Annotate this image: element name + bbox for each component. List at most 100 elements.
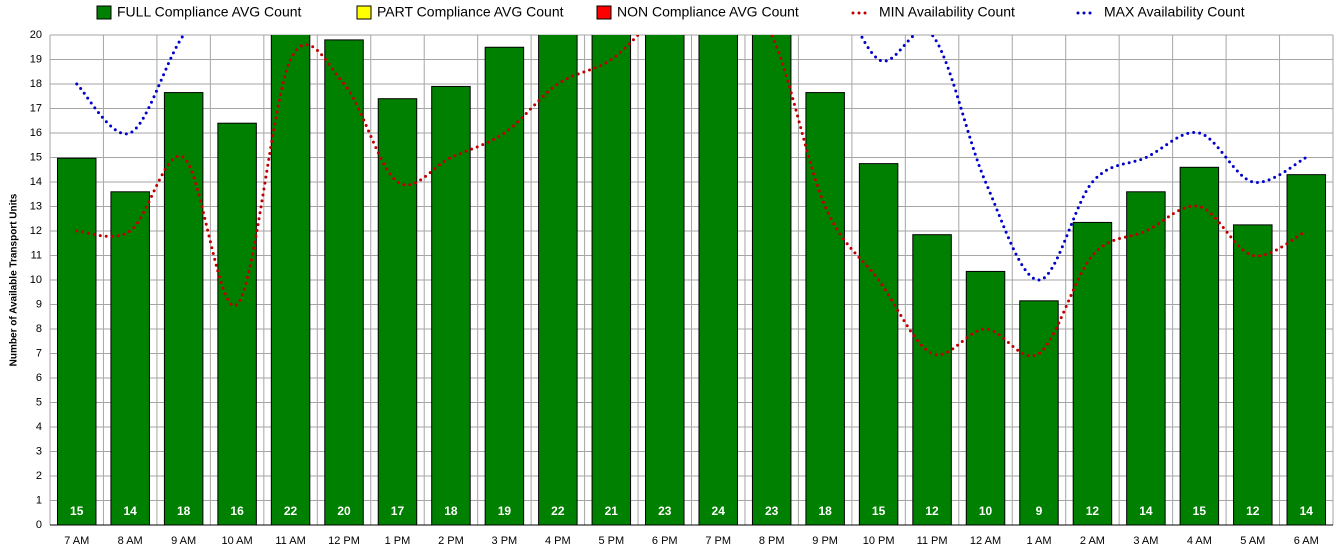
x-tick-label: 1 PM bbox=[385, 535, 411, 547]
x-tick-label: 6 PM bbox=[652, 535, 678, 547]
value-label: 18 bbox=[177, 504, 191, 518]
x-tick-label: 12 AM bbox=[970, 535, 1001, 547]
value-label: 19 bbox=[498, 504, 512, 518]
x-tick-label: 4 PM bbox=[545, 535, 571, 547]
bar bbox=[1179, 166, 1220, 525]
y-tick-label: 8 bbox=[36, 323, 42, 335]
y-axis-title: Number of Available Transport Units bbox=[9, 193, 20, 366]
bar bbox=[698, 35, 738, 525]
bar bbox=[484, 46, 525, 525]
value-label: 20 bbox=[337, 504, 351, 518]
y-tick-label: 12 bbox=[30, 225, 42, 237]
legend-swatch bbox=[596, 5, 612, 20]
y-tick-label: 1 bbox=[36, 494, 42, 506]
legend-item: MAX Availability Count bbox=[1076, 4, 1245, 20]
y-tick-label: 11 bbox=[31, 249, 42, 261]
line-series bbox=[75, 35, 1308, 358]
bar bbox=[324, 39, 364, 525]
bar bbox=[163, 92, 204, 525]
value-label: 15 bbox=[872, 504, 886, 518]
y-tick-label: 19 bbox=[30, 53, 42, 65]
x-tick-label: 7 PM bbox=[705, 535, 731, 547]
value-label: 9 bbox=[1036, 504, 1043, 518]
value-label: 15 bbox=[1193, 504, 1207, 518]
value-label: 18 bbox=[818, 504, 832, 518]
x-tick-label: 3 AM bbox=[1133, 535, 1158, 547]
y-tick-label: 9 bbox=[36, 298, 42, 310]
legend-label: MAX Availability Count bbox=[1104, 4, 1245, 20]
bar bbox=[645, 35, 685, 525]
y-tick-label: 5 bbox=[36, 396, 42, 408]
legend-label: FULL Compliance AVG Count bbox=[117, 4, 302, 20]
y-tick-label: 17 bbox=[30, 102, 42, 114]
y-tick-label: 3 bbox=[36, 445, 42, 457]
y-tick-label: 4 bbox=[36, 421, 42, 433]
x-tick-label: 9 PM bbox=[812, 535, 838, 547]
bar bbox=[858, 163, 899, 525]
x-tick-label: 5 AM bbox=[1240, 535, 1265, 547]
x-tick-label: 9 AM bbox=[171, 535, 196, 547]
y-tick-label: 2 bbox=[36, 470, 42, 482]
legend-item: FULL Compliance AVG Count bbox=[96, 4, 302, 20]
legend-item: MIN Availability Count bbox=[851, 4, 1015, 20]
x-tick-label: 5 PM bbox=[598, 535, 624, 547]
bar bbox=[912, 234, 952, 525]
x-tick-label: 1 AM bbox=[1026, 535, 1051, 547]
bar bbox=[1233, 224, 1273, 525]
legend-label: MIN Availability Count bbox=[879, 4, 1015, 20]
x-tick-label: 10 AM bbox=[222, 535, 253, 547]
bar bbox=[431, 85, 471, 525]
x-tick-label: 8 PM bbox=[759, 535, 785, 547]
bar bbox=[751, 35, 792, 525]
value-label: 16 bbox=[230, 504, 244, 518]
legend-swatch bbox=[356, 5, 372, 20]
y-tick-label: 0 bbox=[36, 519, 42, 531]
x-tick-label: 3 PM bbox=[492, 535, 518, 547]
bar bbox=[56, 157, 97, 525]
value-label: 12 bbox=[1246, 504, 1260, 518]
bar bbox=[1019, 300, 1059, 525]
value-label: 14 bbox=[1300, 504, 1314, 518]
y-tick-label: 6 bbox=[36, 372, 42, 384]
y-tick-label: 10 bbox=[30, 274, 42, 286]
bar bbox=[805, 92, 845, 525]
x-tick-label: 12 PM bbox=[328, 535, 360, 547]
value-label: 12 bbox=[925, 504, 939, 518]
bar bbox=[110, 191, 150, 525]
y-tick-label: 18 bbox=[30, 78, 42, 90]
value-label: 17 bbox=[391, 504, 405, 518]
y-tick-label: 20 bbox=[30, 29, 42, 41]
bar bbox=[270, 35, 311, 525]
value-label: 12 bbox=[1086, 504, 1100, 518]
x-tick-label: 2 AM bbox=[1080, 535, 1105, 547]
value-label: 18 bbox=[444, 504, 458, 518]
y-tick-label: 16 bbox=[30, 127, 42, 139]
bar bbox=[965, 270, 1006, 525]
value-label: 14 bbox=[1139, 504, 1153, 518]
x-tick-label: 6 AM bbox=[1294, 535, 1319, 547]
legend-label: NON Compliance AVG Count bbox=[617, 4, 799, 20]
bar bbox=[538, 35, 578, 525]
value-label: 22 bbox=[284, 504, 298, 518]
y-tick-label: 13 bbox=[30, 200, 42, 212]
x-tick-label: 11 PM bbox=[917, 535, 948, 547]
x-tick-label: 4 AM bbox=[1187, 535, 1212, 547]
x-tick-label: 7 AM bbox=[64, 535, 89, 547]
value-label: 22 bbox=[551, 504, 565, 518]
plot bbox=[56, 35, 1327, 525]
legend-item: NON Compliance AVG Count bbox=[596, 4, 799, 20]
x-tick-label: 11 AM bbox=[275, 535, 305, 547]
y-tick-label: 15 bbox=[30, 151, 42, 163]
line-series bbox=[75, 35, 1308, 282]
x-tick-label: 2 PM bbox=[438, 535, 464, 547]
grid bbox=[49, 34, 1334, 526]
legend-label: PART Compliance AVG Count bbox=[377, 4, 564, 20]
legend-item: PART Compliance AVG Count bbox=[356, 4, 564, 20]
value-label: 23 bbox=[658, 504, 672, 518]
bar bbox=[1126, 191, 1166, 525]
bar bbox=[1286, 174, 1327, 525]
y-tick-label: 14 bbox=[30, 176, 42, 188]
legend-swatch bbox=[96, 5, 112, 20]
y-tick-label: 7 bbox=[36, 347, 42, 359]
